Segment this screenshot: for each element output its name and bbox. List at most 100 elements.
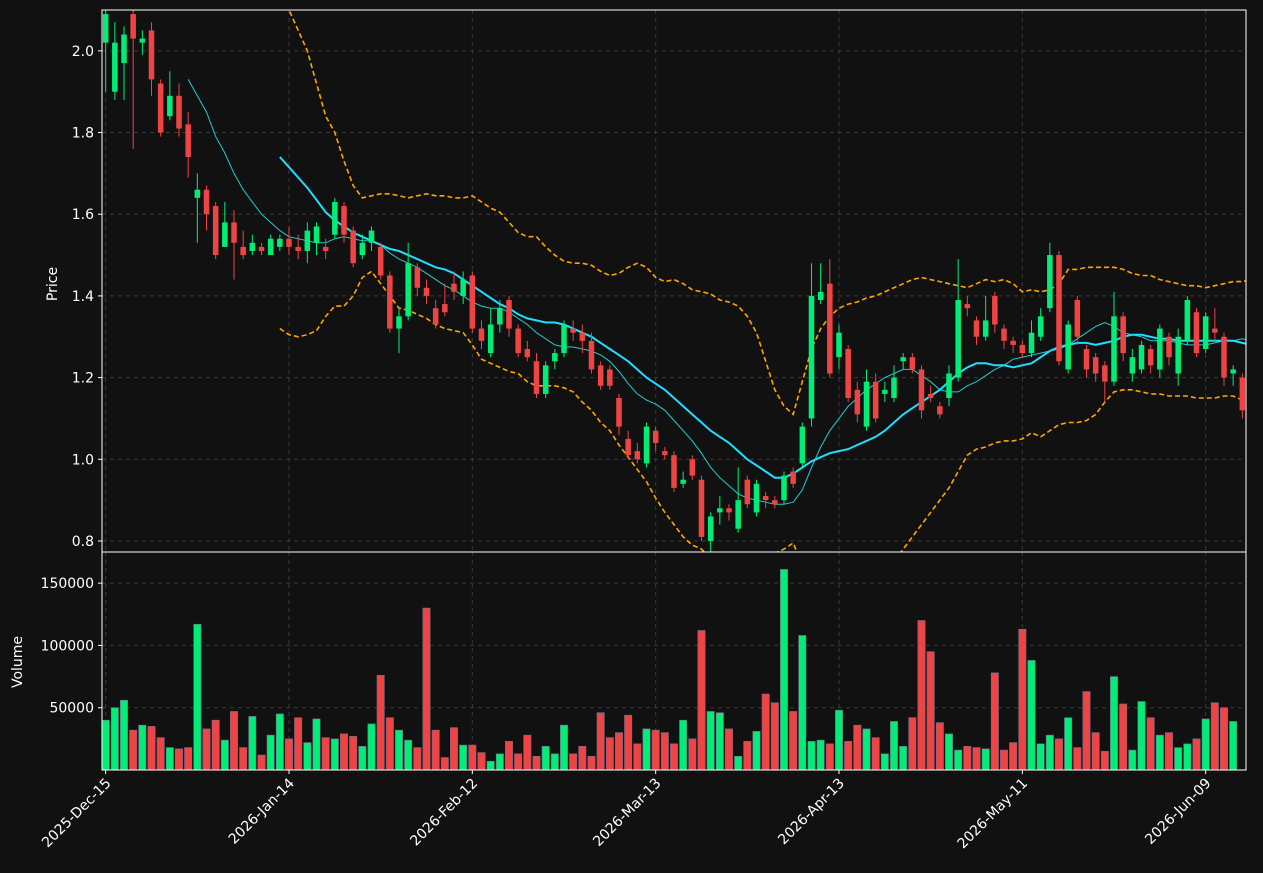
candle: [469, 271, 476, 333]
volume-bar: [175, 748, 183, 770]
lower-band-line: [279, 270, 1246, 552]
price-tick-label: 1.4: [72, 289, 94, 305]
candle: [295, 234, 301, 260]
candle-body: [680, 479, 686, 484]
candle-body: [1120, 316, 1126, 354]
volume-bar: [193, 623, 202, 770]
volume-bar: [120, 699, 128, 770]
candle: [1129, 349, 1136, 382]
candle: [982, 295, 989, 341]
candle: [1001, 324, 1007, 350]
volume-bar: [1027, 660, 1036, 770]
candle-body: [350, 230, 356, 264]
volume-bar: [395, 729, 403, 770]
volume-bar: [734, 755, 743, 770]
volume-bar: [321, 737, 330, 770]
price-tick-label: 2.0: [72, 44, 94, 60]
volume-bar: [1018, 628, 1027, 770]
volume-bar: [596, 712, 605, 770]
candle: [909, 353, 916, 374]
candle-body: [1175, 336, 1181, 374]
candle: [368, 226, 375, 251]
candle: [570, 320, 576, 341]
candle: [900, 353, 906, 370]
volume-bar: [770, 702, 779, 770]
candle-body: [478, 328, 485, 341]
candle-body: [735, 500, 741, 529]
volume-bar: [413, 747, 422, 770]
candle: [1056, 250, 1062, 366]
candle: [643, 422, 650, 468]
candle-body: [588, 340, 595, 370]
candle-body: [423, 287, 430, 296]
candle-body: [643, 426, 650, 464]
volume-bar: [670, 743, 678, 770]
volume-bar: [1055, 738, 1063, 770]
volume-bar: [725, 728, 733, 770]
volume-bar: [981, 748, 990, 770]
candle-body: [1074, 299, 1081, 337]
volume-bar: [835, 709, 843, 770]
candle-body: [836, 332, 842, 358]
candle: [973, 316, 980, 345]
volume-bar: [486, 760, 495, 770]
candle-body: [726, 508, 732, 513]
candle-body: [1111, 316, 1117, 382]
candle-body: [277, 238, 283, 247]
candle: [167, 71, 173, 121]
candle-body: [157, 83, 164, 133]
candle-body: [231, 222, 237, 243]
volume-bar: [1009, 742, 1018, 770]
volume-bar: [972, 747, 981, 770]
candle-body: [102, 14, 109, 43]
candle-body: [1221, 336, 1227, 378]
candle: [277, 234, 283, 251]
candle-body: [1102, 365, 1108, 382]
candle-body: [1037, 316, 1044, 337]
candle-body: [698, 479, 705, 537]
candle: [735, 467, 741, 533]
candle: [497, 299, 503, 333]
volume-bar: [156, 737, 165, 770]
candle: [1074, 295, 1081, 345]
volume-bar: [954, 749, 963, 770]
candle-body: [304, 230, 311, 251]
volume-bar: [862, 728, 871, 770]
candle-body: [1147, 349, 1154, 366]
candle: [717, 496, 723, 525]
candle-body: [1184, 299, 1191, 341]
upper-band-line: [288, 10, 1246, 416]
candle: [194, 173, 201, 243]
candle: [506, 295, 512, 337]
volume-bar: [138, 724, 147, 770]
volume-bar: [660, 732, 669, 770]
volume-tick-label: 100000: [41, 638, 94, 654]
candle: [1184, 295, 1191, 345]
candle: [515, 324, 521, 358]
volume-bar: [651, 729, 660, 770]
volume-panel-frame: [101, 551, 1247, 771]
candle-body: [185, 124, 191, 158]
volume-bar: [550, 753, 559, 770]
volume-bar: [990, 672, 999, 770]
volume-bar: [926, 651, 935, 770]
volume-bar: [1119, 703, 1128, 770]
candle-body: [854, 389, 861, 415]
volume-bar: [340, 733, 348, 770]
candle-body: [570, 328, 576, 333]
candle-body: [176, 95, 182, 129]
volume-bar: [917, 620, 926, 770]
volume-bar: [330, 738, 339, 770]
candle-body: [882, 389, 888, 394]
candle-body: [845, 349, 851, 399]
candle-body: [927, 393, 934, 399]
candle: [1028, 320, 1035, 358]
candle-body: [121, 34, 127, 64]
volume-bar: [1220, 707, 1228, 770]
volume-bar: [1155, 734, 1164, 770]
candle-body: [937, 406, 943, 415]
volume-bar: [761, 693, 770, 770]
candle: [753, 479, 760, 517]
candle: [836, 324, 842, 370]
